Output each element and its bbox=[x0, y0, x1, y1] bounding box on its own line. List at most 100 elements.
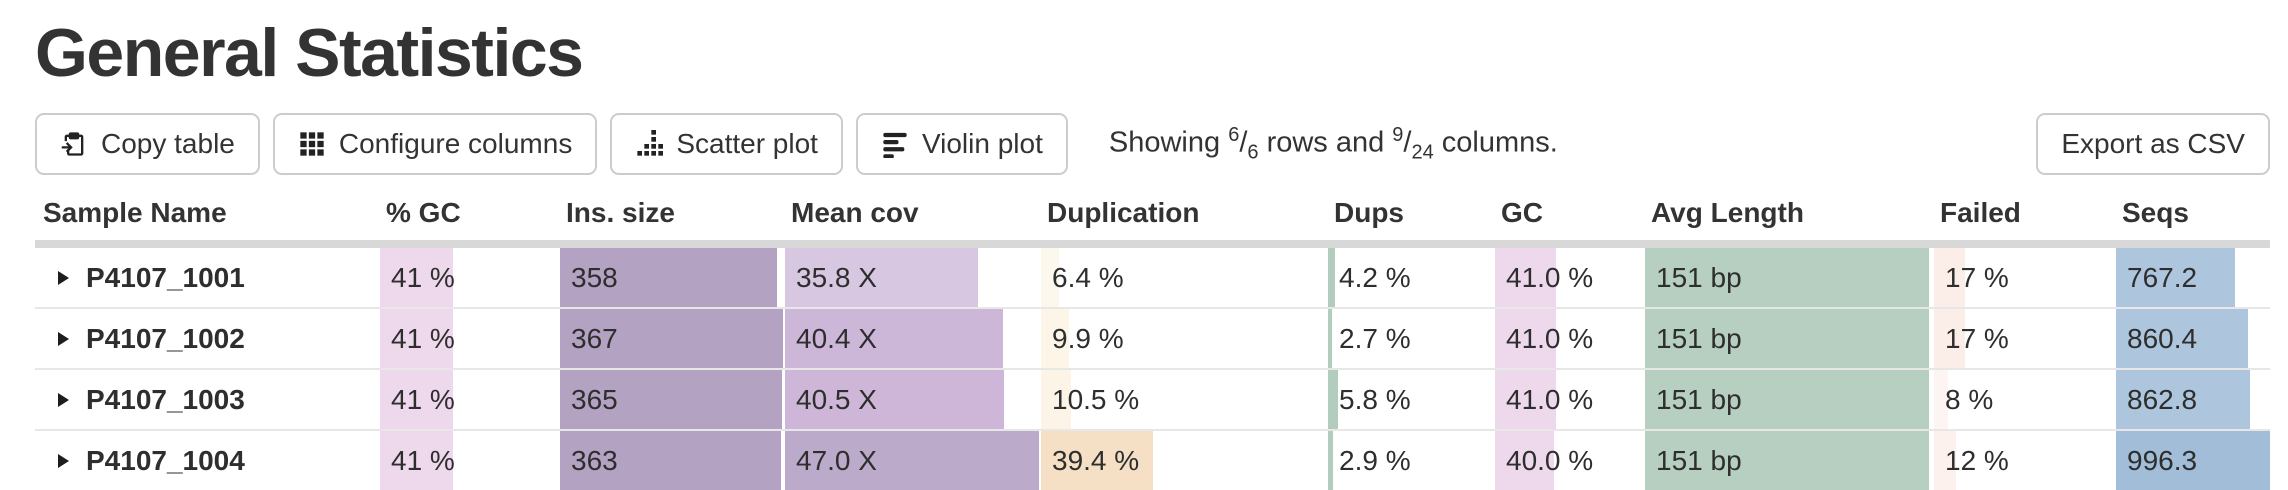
cell-failed: 17 % bbox=[1932, 309, 2114, 369]
cell-gc: 41.0 % bbox=[1493, 309, 1643, 369]
column-header-sample[interactable]: Sample Name bbox=[43, 197, 227, 229]
column-header-ins_size[interactable]: Ins. size bbox=[566, 197, 675, 229]
cell-value: 47.0 X bbox=[796, 445, 877, 477]
value-bar bbox=[560, 370, 782, 430]
cell-value: 17 % bbox=[1945, 323, 2009, 355]
column-header-dups[interactable]: Dups bbox=[1334, 197, 1404, 229]
value-bar bbox=[1041, 431, 1154, 490]
toolbar-buttons: Copy table Configure columns Scatter plo… bbox=[35, 113, 1068, 176]
cell-value: 363 bbox=[571, 445, 618, 477]
cell-duplication: 6.4 % bbox=[1039, 248, 1326, 308]
value-bar bbox=[785, 370, 1004, 430]
value-bar bbox=[1934, 309, 1965, 369]
cell-value: 860.4 bbox=[2127, 323, 2198, 355]
cell-duplication: 39.4 % bbox=[1039, 431, 1326, 490]
value-bar bbox=[785, 248, 979, 308]
cell-pct_gc: 41 % bbox=[378, 248, 558, 308]
cell-mean_cov: 35.8 X bbox=[783, 248, 1039, 308]
sample-name-cell[interactable]: P4107_1004 bbox=[35, 431, 378, 490]
configure-columns-button[interactable]: Configure columns bbox=[272, 113, 598, 176]
value-bar bbox=[1041, 248, 1060, 308]
cols-total-count: 24 bbox=[1411, 141, 1434, 164]
cell-mean_cov: 40.5 X bbox=[783, 370, 1039, 430]
rows-shown-count: 6 bbox=[1228, 124, 1240, 147]
scatter-plot-button[interactable]: Scatter plot bbox=[610, 113, 843, 176]
table-body: P4107_1001 41 % 358 35.8 X 6.4 % 4.2 % 41.0 % 1… bbox=[35, 248, 2270, 490]
page-title: General Statistics bbox=[35, 15, 584, 91]
row-expand-triangle-icon bbox=[58, 392, 69, 407]
cell-pct_gc: 41 % bbox=[378, 431, 558, 490]
violin-plot-button[interactable]: Violin plot bbox=[855, 113, 1068, 176]
cell-value: 365 bbox=[571, 384, 618, 416]
sample-name-cell[interactable]: P4107_1003 bbox=[35, 370, 378, 429]
cell-ins_size: 358 bbox=[558, 248, 783, 308]
cell-seqs: 767.2 bbox=[2114, 248, 2270, 308]
sample-name-cell[interactable]: P4107_1002 bbox=[35, 309, 378, 368]
cell-dups: 5.8 % bbox=[1326, 370, 1493, 430]
cell-value: 41.0 % bbox=[1506, 262, 1594, 294]
copy-table-button[interactable]: Copy table bbox=[35, 113, 260, 176]
cell-value: 996.3 bbox=[2127, 445, 2198, 477]
table-row: P4107_1001 41 % 358 35.8 X 6.4 % 4.2 % 41.0 % 1… bbox=[35, 248, 2270, 310]
sample-name-cell[interactable]: P4107_1001 bbox=[35, 248, 378, 307]
cell-value: 41 % bbox=[391, 445, 455, 477]
cell-value: 41 % bbox=[391, 323, 455, 355]
cell-gc: 41.0 % bbox=[1493, 370, 1643, 430]
value-bar bbox=[560, 309, 783, 369]
export-csv-button[interactable]: Export as CSV bbox=[2036, 113, 2270, 176]
showing-prefix: Showing bbox=[1108, 126, 1221, 159]
column-header-mean_cov[interactable]: Mean cov bbox=[791, 197, 919, 229]
column-header-pct_gc[interactable]: % GC bbox=[386, 197, 461, 229]
column-header-seqs[interactable]: Seqs bbox=[2122, 197, 2189, 229]
value-bar bbox=[1041, 370, 1071, 430]
cell-mean_cov: 47.0 X bbox=[783, 431, 1039, 490]
sample-name: P4107_1002 bbox=[86, 323, 245, 355]
cell-value: 40.0 % bbox=[1506, 445, 1594, 477]
column-header-gc[interactable]: GC bbox=[1501, 197, 1543, 229]
cell-value: 2.9 % bbox=[1339, 445, 1411, 477]
cell-value: 10.5 % bbox=[1052, 384, 1140, 416]
value-bar bbox=[1495, 370, 1556, 430]
value-bar bbox=[1645, 309, 1930, 369]
cell-failed: 17 % bbox=[1932, 248, 2114, 308]
value-bar bbox=[1645, 248, 1930, 308]
column-header-avg_length[interactable]: Avg Length bbox=[1651, 197, 1804, 229]
column-header-failed[interactable]: Failed bbox=[1940, 197, 2021, 229]
cell-value: 4.2 % bbox=[1339, 262, 1411, 294]
value-bar bbox=[380, 431, 453, 490]
column-header-duplication[interactable]: Duplication bbox=[1047, 197, 1200, 229]
value-bar bbox=[1495, 431, 1555, 490]
showing-summary: Showing 6/6 rows and 9/24 columns. bbox=[1108, 124, 1558, 164]
violin-plot-button-label: Violin plot bbox=[921, 128, 1043, 160]
cell-duplication: 10.5 % bbox=[1039, 370, 1326, 430]
value-bar bbox=[785, 309, 1004, 369]
value-bar bbox=[560, 431, 781, 490]
value-bar bbox=[1328, 431, 1333, 490]
cell-failed: 12 % bbox=[1932, 431, 2114, 490]
cell-value: 9.9 % bbox=[1052, 323, 1124, 355]
cell-dups: 2.7 % bbox=[1326, 309, 1493, 369]
row-expand-triangle-icon bbox=[58, 453, 69, 468]
scatter-plot-button-label: Scatter plot bbox=[676, 128, 818, 160]
cell-ins_size: 363 bbox=[558, 431, 783, 490]
value-bar bbox=[1495, 309, 1556, 369]
grid-icon bbox=[298, 130, 326, 158]
table-toolbar: Copy table Configure columns Scatter plo… bbox=[35, 113, 2270, 176]
cell-value: 6.4 % bbox=[1052, 262, 1124, 294]
cell-value: 12 % bbox=[1945, 445, 2009, 477]
sample-name: P4107_1004 bbox=[86, 445, 245, 477]
table-scroll-band[interactable] bbox=[35, 240, 2270, 249]
cell-ins_size: 365 bbox=[558, 370, 783, 430]
showing-suffix: columns. bbox=[1441, 126, 1558, 159]
cell-value: 358 bbox=[571, 262, 618, 294]
cell-value: 41.0 % bbox=[1506, 384, 1594, 416]
table-row: P4107_1004 41 % 363 47.0 X 39.4 % 2.9 % 40.0 %… bbox=[35, 431, 2270, 490]
table-row: P4107_1002 41 % 367 40.4 X 9.9 % 2.7 % 41.0 % 1… bbox=[35, 309, 2270, 371]
cell-gc: 40.0 % bbox=[1493, 431, 1643, 490]
cell-gc: 41.0 % bbox=[1493, 248, 1643, 308]
cell-value: 2.7 % bbox=[1339, 323, 1411, 355]
cell-value: 39.4 % bbox=[1052, 445, 1140, 477]
cell-value: 151 bp bbox=[1656, 384, 1742, 416]
cell-value: 862.8 bbox=[2127, 384, 2198, 416]
table-header-row: Sample Name % GC Ins. size Mean cov Duplicat… bbox=[35, 189, 2270, 240]
